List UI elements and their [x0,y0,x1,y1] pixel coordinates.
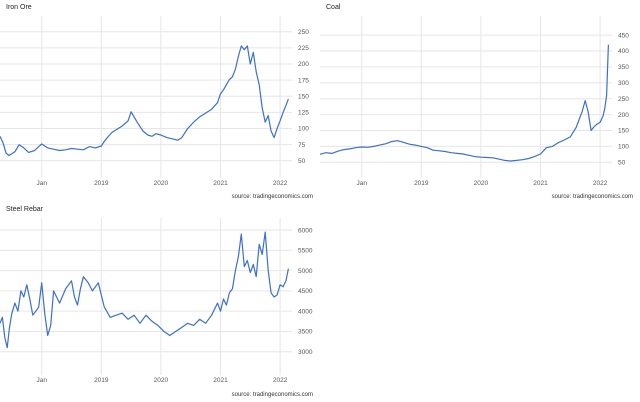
source-label: source: tradingeconomics.com [551,194,633,200]
y-tick-label: 250 [298,29,309,36]
coal-line-chart: Jan 2019 2020 2021 2022 50 100 150 200 250 300 350 4… [319,16,629,187]
series-line [0,45,289,157]
y-tick-label: 200 [618,112,629,119]
x-tick-label: 2021 [533,180,548,187]
y-tick-label: 125 [298,110,309,117]
source-label: source: tradingeconomics.com [231,392,313,398]
x-tick-label: 2019 [414,180,429,187]
y-tick-label: 300 [618,80,629,87]
y-tick-label: 450 [618,32,629,39]
y-tick-label: 100 [298,126,309,133]
x-tick-label: 2021 [213,180,228,187]
y-tick-label: 3000 [298,349,313,356]
x-tick-label: 2020 [474,180,489,187]
y-tick-label: 150 [298,93,309,100]
x-tick-label: 2019 [94,180,109,187]
steel-rebar-line-chart: Jan 2019 2020 2021 2022 3000 3500 4000 4500 5000 5… [0,218,313,384]
x-tick-label: 2022 [273,377,288,384]
y-tick-label: 5000 [298,268,313,275]
chart-title: Steel Rebar [6,206,43,213]
x-tick-label: Jan [36,180,47,187]
y-tick-label: 50 [618,159,626,166]
y-tick-label: 5500 [298,248,313,255]
series-line [0,231,289,349]
y-tick-label: 175 [298,77,309,84]
y-tick-label: 150 [618,128,629,135]
chart-panel-iron-ore: Iron Ore Jan 2019 2020 2021 2022 50 75 100 125 15… [0,0,320,208]
x-tick-label: 2022 [273,180,288,187]
y-tick-label: 4000 [298,308,313,315]
y-tick-label: 350 [618,64,629,71]
x-tick-label: 2020 [154,180,169,187]
chart-panel-coal: Coal Jan 2019 2020 2021 2022 50 100 150 200 250 30… [319,0,640,208]
y-tick-label: 4500 [298,288,313,295]
x-tick-label: 2021 [213,377,228,384]
y-tick-label: 250 [618,96,629,103]
y-tick-label: 6000 [298,227,313,234]
y-tick-label: 50 [298,158,306,165]
x-tick-label: 2020 [154,377,169,384]
y-tick-label: 200 [298,61,309,68]
chart-title: Coal [326,4,341,11]
x-tick-label: Jan [356,180,367,187]
x-tick-label: 2022 [593,180,608,187]
y-tick-label: 100 [618,144,629,151]
y-tick-label: 3500 [298,329,313,336]
iron-ore-line-chart: Jan 2019 2020 2021 2022 50 75 100 125 150 175 200 22… [0,16,309,187]
y-tick-label: 225 [298,45,309,52]
x-tick-label: 2019 [94,377,109,384]
x-tick-label: Jan [36,377,47,384]
chart-panel-steel-rebar: Steel Rebar Jan 2019 2020 2021 2022 3000 3500 4… [0,204,320,402]
y-tick-label: 400 [618,48,629,55]
source-label: source: tradingeconomics.com [231,194,313,200]
y-tick-label: 75 [298,142,306,149]
chart-title: Iron Ore [6,4,32,11]
series-line [319,44,609,162]
